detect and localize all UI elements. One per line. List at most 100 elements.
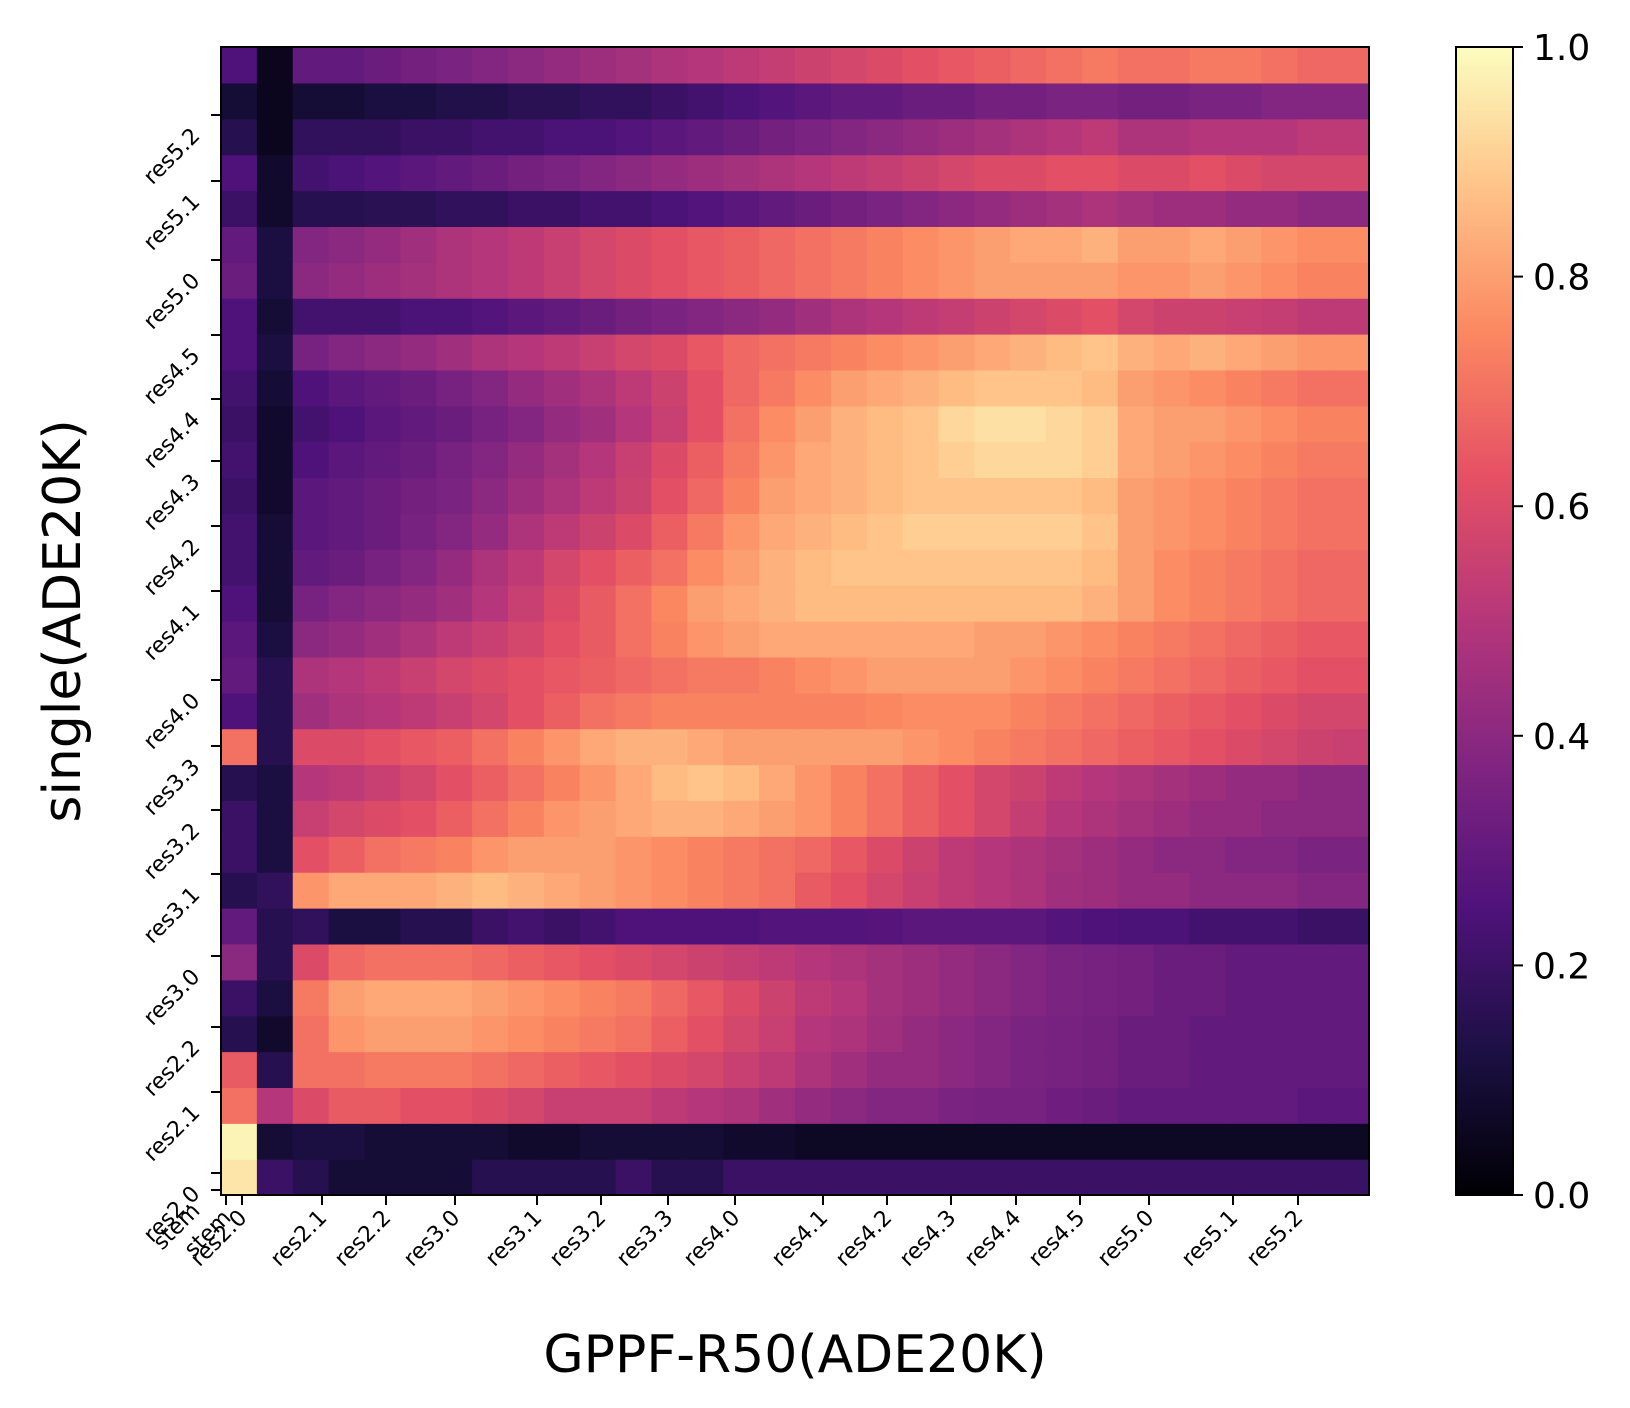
- heatmap-cell: [221, 728, 258, 766]
- x-tick-label: res3.2: [545, 1206, 611, 1272]
- heatmap-cell: [1082, 585, 1119, 622]
- heatmap-cell: [1046, 656, 1083, 694]
- heatmap-cell: [1153, 979, 1191, 1017]
- heatmap-cell: [328, 979, 366, 1017]
- heatmap-cell: [292, 441, 330, 479]
- heatmap-cell: [1261, 800, 1298, 837]
- heatmap-cell: [400, 872, 437, 909]
- heatmap-cell: [1189, 369, 1227, 407]
- heatmap-cell: [436, 836, 473, 873]
- heatmap-cell: [436, 1051, 473, 1088]
- heatmap-cell: [687, 298, 724, 335]
- heatmap-cell: [436, 405, 473, 443]
- heatmap-cell: [902, 549, 940, 586]
- heatmap-cell: [543, 585, 581, 622]
- heatmap-cell: [795, 190, 832, 227]
- heatmap-cell: [615, 154, 653, 192]
- heatmap-cell: [830, 334, 868, 371]
- heatmap-cell: [974, 334, 1011, 371]
- heatmap-cell: [508, 513, 545, 550]
- heatmap-cell: [436, 1159, 473, 1196]
- heatmap-cell: [292, 334, 330, 371]
- heatmap-cell: [256, 441, 294, 479]
- heatmap-cell: [723, 1087, 760, 1124]
- heatmap-cell: [615, 513, 653, 550]
- heatmap-cell: [221, 477, 258, 514]
- heatmap-cell: [687, 692, 724, 730]
- heatmap-cell: [902, 441, 940, 479]
- heatmap-cell: [1010, 836, 1047, 873]
- heatmap-cell: [1153, 190, 1191, 227]
- heatmap-cell: [1117, 262, 1155, 299]
- heatmap-cell: [508, 298, 545, 335]
- heatmap-cell: [830, 943, 868, 981]
- heatmap-cell: [723, 1051, 760, 1088]
- x-tick-label: res4.4: [960, 1206, 1026, 1272]
- heatmap-cell: [1046, 1159, 1083, 1196]
- heatmap-cell: [687, 118, 724, 156]
- heatmap-cell: [472, 369, 509, 407]
- heatmap-cell: [1333, 47, 1370, 84]
- heatmap-cell: [543, 621, 581, 658]
- heatmap-cell: [1225, 118, 1262, 156]
- heatmap-cell: [1153, 226, 1191, 263]
- heatmap-cell: [1189, 513, 1227, 550]
- heatmap-cell: [1333, 118, 1370, 156]
- heatmap-cell: [938, 764, 975, 801]
- heatmap-cell: [1117, 47, 1155, 84]
- heatmap-cell: [400, 692, 437, 730]
- heatmap-cell: [1333, 226, 1370, 263]
- heatmap-cell: [830, 836, 868, 873]
- heatmap-cell: [292, 872, 330, 909]
- heatmap-cell: [1117, 513, 1155, 550]
- heatmap-cell: [1333, 477, 1370, 514]
- heatmap-cell: [974, 549, 1011, 586]
- heatmap-cell: [221, 262, 258, 299]
- heatmap-cell: [795, 585, 832, 622]
- heatmap-cell: [1082, 908, 1119, 945]
- heatmap-cell: [472, 1087, 509, 1124]
- heatmap-cell: [687, 943, 724, 981]
- heatmap-cell: [651, 979, 688, 1017]
- heatmap-cell: [1117, 585, 1155, 622]
- heatmap-cell: [472, 262, 509, 299]
- heatmap-cell: [615, 405, 653, 443]
- heatmap-cell: [723, 47, 760, 84]
- heatmap-cell: [256, 47, 294, 84]
- heatmap-cell: [472, 118, 509, 156]
- heatmap-cell: [400, 47, 437, 84]
- heatmap-cell: [543, 692, 581, 730]
- heatmap-cell: [436, 262, 473, 299]
- heatmap-cell: [1189, 1087, 1227, 1124]
- heatmap-cell: [974, 979, 1011, 1017]
- heatmap-cell: [1189, 943, 1227, 981]
- heatmap-cell: [400, 441, 437, 479]
- heatmap-cell: [830, 549, 868, 586]
- heatmap-cell: [579, 943, 617, 981]
- heatmap-cell: [1046, 441, 1083, 479]
- heatmap-cell: [974, 1123, 1011, 1160]
- heatmap-cell: [723, 369, 760, 407]
- heatmap-cell: [651, 1087, 688, 1124]
- heatmap-cell: [579, 477, 617, 514]
- heatmap-cell: [472, 728, 509, 766]
- heatmap-cell: [938, 154, 975, 192]
- heatmap-cell: [1082, 154, 1119, 192]
- heatmap-cell: [866, 1087, 904, 1124]
- heatmap-cell: [1225, 334, 1262, 371]
- heatmap-cell: [543, 441, 581, 479]
- heatmap-cell: [759, 800, 796, 837]
- heatmap-cell: [1153, 298, 1191, 335]
- heatmap-cell: [543, 405, 581, 443]
- heatmap-cell: [902, 298, 940, 335]
- heatmap-cell: [1046, 513, 1083, 550]
- heatmap-cell: [651, 728, 688, 766]
- heatmap-cell: [615, 621, 653, 658]
- heatmap-cell: [723, 979, 760, 1017]
- heatmap-cell: [1297, 549, 1334, 586]
- heatmap-cell: [651, 908, 688, 945]
- heatmap-cell: [1082, 405, 1119, 443]
- heatmap-cell: [1153, 764, 1191, 801]
- heatmap-cell: [723, 549, 760, 586]
